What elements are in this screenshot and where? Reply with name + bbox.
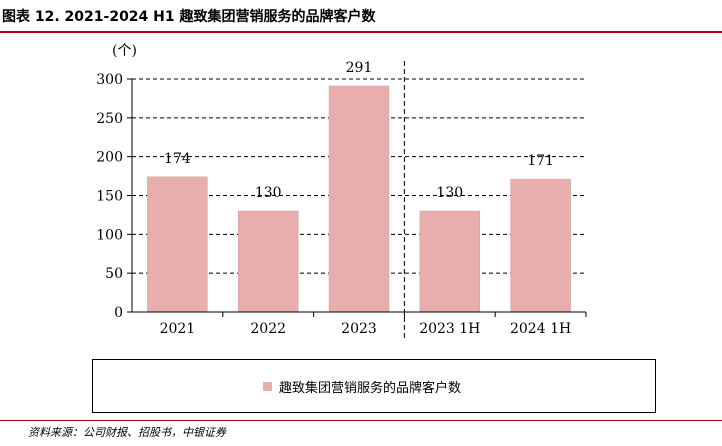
y-tick-label: 250: [96, 111, 123, 127]
data-label: 130: [436, 185, 463, 201]
x-tick-label: 2021: [160, 321, 196, 337]
bar-chart: (个) 0 50 100 150 200 250 300 2021 2022 2023 2023 1…: [96, 43, 587, 340]
bars: [147, 85, 571, 313]
x-tick-label: 2024 1H: [510, 321, 571, 337]
source-note: 资料来源：公司财报、招股书，中银证券: [28, 426, 226, 439]
y-tick-label: 100: [96, 227, 123, 243]
data-label: 130: [255, 185, 282, 201]
x-tick-label: 2023: [341, 321, 377, 337]
legend: 趣致集团营销服务的品牌客户数: [92, 359, 656, 413]
bar: [510, 178, 571, 313]
y-tick-label: 150: [96, 189, 123, 205]
bar: [419, 210, 481, 313]
data-label: 174: [164, 151, 191, 167]
legend-item: 趣致集团营销服务的品牌客户数: [263, 377, 462, 396]
bar: [237, 210, 299, 313]
data-labels: 174 130 291 130 171: [164, 60, 554, 201]
legend-label: 趣致集团营销服务的品牌客户数: [279, 380, 462, 396]
y-tick-label: 0: [114, 305, 123, 321]
y-tick-label: 200: [96, 150, 123, 166]
data-label: 171: [527, 153, 554, 169]
axes: 0 50 100 150 200 250 300 2021 2022 2023 2023 1H 202…: [96, 61, 587, 340]
y-unit-label: (个): [112, 43, 137, 59]
bar: [147, 176, 208, 313]
legend-swatch: [263, 381, 272, 391]
bottom-rule: [0, 420, 722, 421]
figure-title: 图表 12. 2021-2024 H1 趣致集团营销服务的品牌客户数: [2, 9, 376, 25]
x-tick-label: 2023 1H: [419, 321, 480, 337]
y-tick-label: 300: [96, 72, 123, 88]
y-tick-label: 50: [105, 266, 123, 282]
title-rule: [0, 31, 722, 33]
data-label: 291: [346, 60, 373, 76]
x-tick-label: 2022: [250, 321, 286, 337]
bar: [328, 85, 390, 313]
